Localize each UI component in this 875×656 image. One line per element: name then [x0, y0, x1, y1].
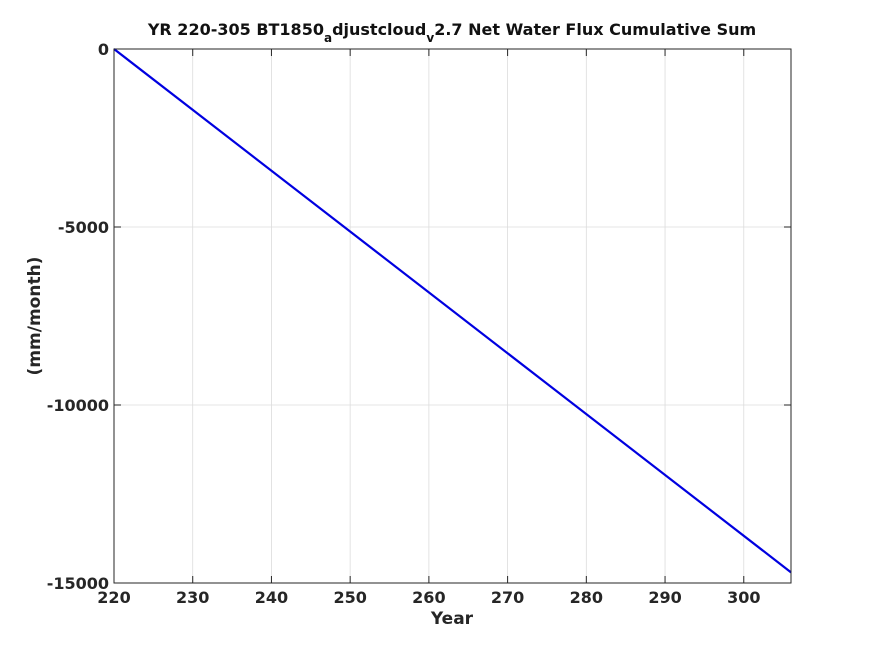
- x-tick-label: 280: [570, 588, 603, 607]
- x-tick-label: 230: [176, 588, 209, 607]
- x-axis-label: Year: [430, 609, 474, 629]
- y-axis-label: (mm/month): [25, 257, 45, 376]
- x-tick-label: 250: [333, 588, 366, 607]
- series-layer: [113, 48, 792, 574]
- x-tick-label: 220: [97, 588, 130, 607]
- y-tick-label: -5000: [58, 218, 109, 237]
- y-tick-label: -10000: [47, 396, 109, 415]
- y-tick-label: 0: [98, 40, 109, 59]
- grid: [114, 49, 791, 583]
- x-tick-label: 300: [727, 588, 760, 607]
- x-axis-ticks: 220 230 240 250 260 270 280 290 300: [97, 49, 760, 607]
- x-tick-label: 290: [648, 588, 681, 607]
- series-line: [113, 48, 792, 574]
- chart-title: YR 220-305 BT1850adjustcloudv2.7 Net Wat…: [147, 20, 756, 45]
- y-axis-ticks: 0 -5000 -10000 -15000: [47, 40, 791, 593]
- x-tick-label: 240: [255, 588, 288, 607]
- x-tick-label: 270: [491, 588, 524, 607]
- y-tick-label: -15000: [47, 574, 109, 593]
- x-tick-label: 260: [412, 588, 445, 607]
- plot-area: [114, 49, 791, 583]
- plot-frame: [113, 48, 792, 584]
